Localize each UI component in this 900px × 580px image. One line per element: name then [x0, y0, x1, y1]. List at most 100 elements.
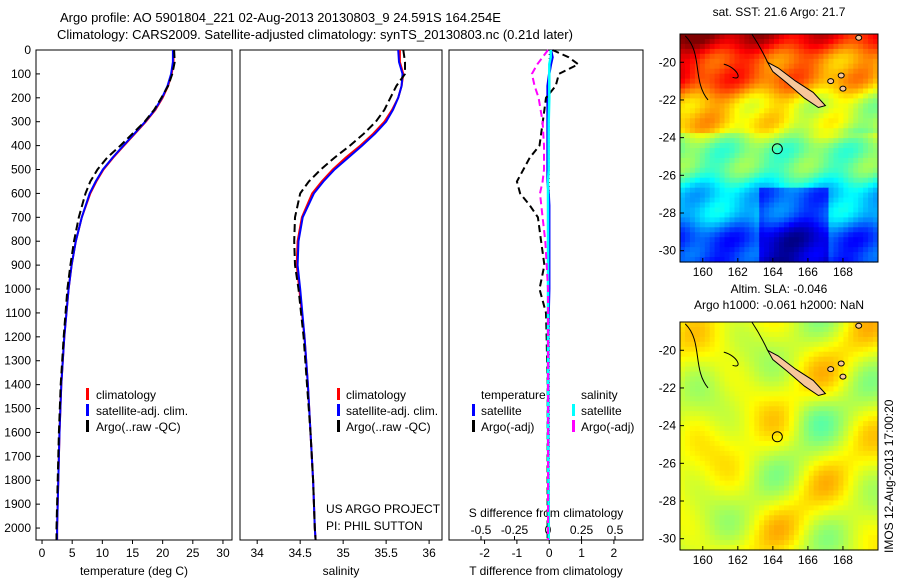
map-cell: [744, 431, 750, 437]
map-cell: [714, 322, 721, 328]
map-cell: [754, 123, 760, 129]
map-cell: [744, 58, 750, 65]
map-cell: [699, 48, 706, 55]
s-tick-label: 0.5: [607, 523, 624, 537]
y-tick-label: 1800: [4, 473, 31, 487]
map-cell: [793, 381, 800, 388]
map-cell: [729, 212, 735, 218]
map-cell: [853, 485, 859, 492]
map-cell: [729, 450, 735, 457]
map-cell: [858, 485, 864, 492]
map-cell: [803, 401, 810, 407]
map-cell: [873, 396, 879, 402]
map-cell: [798, 505, 805, 511]
map-cell: [823, 93, 829, 100]
map-cell: [680, 510, 686, 516]
map-cell: [863, 222, 869, 228]
map-cell: [833, 361, 839, 368]
map-cell: [714, 88, 721, 95]
map-cell: [868, 386, 874, 392]
map-cell: [843, 510, 849, 516]
map-cell: [769, 207, 775, 214]
map-cell: [704, 376, 711, 383]
map-cell: [689, 520, 696, 526]
map-cell: [754, 73, 760, 80]
map-cell: [749, 108, 755, 114]
map-cell: [724, 331, 730, 338]
map-cell: [868, 490, 874, 497]
map-cell: [843, 406, 849, 412]
map-cell: [699, 148, 706, 154]
map-cell: [709, 123, 716, 129]
map-cell: [833, 162, 839, 169]
map-cell: [788, 426, 795, 432]
map-cell: [798, 322, 805, 328]
map-cell: [699, 441, 706, 447]
map-cell: [714, 525, 721, 531]
map-cell: [798, 520, 805, 526]
map-cell: [739, 157, 745, 164]
map-cell: [689, 252, 696, 258]
map-cell: [813, 123, 820, 129]
map-cell: [769, 177, 775, 184]
map-cell: [749, 376, 755, 383]
map-cell: [680, 133, 686, 139]
map-cell: [704, 128, 711, 134]
map-cell: [818, 153, 825, 159]
map-cell: [853, 227, 859, 233]
map-cell: [779, 207, 785, 214]
y-tick-label: 2000: [4, 521, 31, 535]
map-cell: [779, 391, 785, 397]
map-cell: [873, 490, 879, 497]
map-cell: [739, 39, 745, 45]
map-cell: [863, 237, 869, 243]
map-cell: [858, 103, 864, 109]
map-cell: [863, 351, 869, 358]
map-cell: [853, 207, 859, 214]
map-cell: [699, 167, 706, 174]
map-cell: [774, 396, 780, 402]
map-cell: [709, 98, 716, 104]
map-cell: [749, 485, 755, 492]
map-cell: [823, 327, 829, 333]
map-cell: [779, 222, 785, 228]
map-cell: [774, 242, 780, 248]
map-cell: [754, 182, 760, 189]
map-cell: [719, 336, 726, 343]
map-cell: [828, 192, 834, 199]
map-cell: [714, 237, 721, 243]
map-cell: [709, 187, 716, 194]
map-cell: [788, 445, 795, 452]
map-cell: [858, 535, 864, 541]
map-cell: [823, 366, 829, 373]
map-cell: [685, 361, 691, 368]
map-cell: [694, 545, 701, 551]
map-cell: [868, 475, 874, 482]
map-cell: [685, 545, 691, 551]
map-cell: [699, 177, 706, 184]
map-cell: [828, 257, 834, 263]
map-cell: [680, 396, 686, 402]
map-cell: [744, 475, 750, 482]
map-cell: [868, 411, 874, 417]
map-cell: [833, 207, 839, 214]
map-cell: [704, 396, 711, 402]
legend-title-salinity: salinity: [581, 388, 618, 402]
map-cell: [724, 535, 730, 541]
map-cell: [828, 535, 834, 541]
map-cell: [828, 431, 834, 437]
map-cell: [863, 411, 869, 417]
map-cell: [784, 540, 790, 546]
map-cell: [843, 465, 849, 472]
map-cell: [685, 123, 691, 129]
map-cell: [798, 113, 805, 119]
map-cell: [680, 43, 686, 50]
map-cell: [833, 113, 839, 119]
map-cell: [853, 212, 859, 218]
map-cell: [808, 525, 815, 531]
map-cell: [754, 167, 760, 174]
map-cell: [779, 212, 785, 218]
map-cell: [694, 237, 701, 243]
map-cell: [709, 162, 716, 169]
map-cell: [818, 73, 825, 80]
